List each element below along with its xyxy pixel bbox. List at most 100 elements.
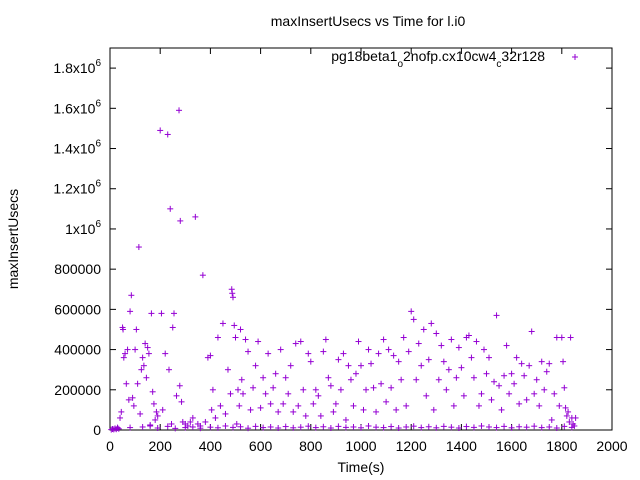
data-point xyxy=(168,420,175,427)
data-point xyxy=(516,423,523,430)
data-point xyxy=(224,366,231,373)
data-point xyxy=(120,354,127,361)
data-point xyxy=(149,388,156,395)
data-point xyxy=(165,366,172,373)
data-point xyxy=(139,354,146,361)
data-point xyxy=(363,386,370,393)
y-tick-label-base: 800000 xyxy=(54,261,101,277)
data-point xyxy=(508,370,515,377)
data-point xyxy=(282,423,289,430)
y-tick-label-base: 1.8x10 xyxy=(53,60,95,76)
data-point xyxy=(135,244,142,251)
data-point xyxy=(332,400,339,407)
data-point xyxy=(285,390,292,397)
data-point xyxy=(558,334,565,341)
data-point xyxy=(405,348,412,355)
data-point xyxy=(169,324,176,331)
data-point xyxy=(327,382,334,389)
data-point xyxy=(292,340,299,347)
data-point xyxy=(176,107,183,114)
y-tick-label: 1.6x106 xyxy=(53,98,101,116)
x-tick-label: 800 xyxy=(299,438,323,454)
data-point xyxy=(145,350,152,357)
data-point xyxy=(242,336,249,343)
y-axis-label: maxInsertUsecs xyxy=(5,189,21,289)
legend-label: pg18beta1o2nofp.cx10cw4c32r128 xyxy=(331,48,545,70)
data-point xyxy=(189,414,196,421)
y-tick-label: 800000 xyxy=(54,261,101,277)
data-point xyxy=(129,394,136,401)
data-point xyxy=(340,350,347,357)
data-point xyxy=(403,423,410,430)
data-point xyxy=(458,364,465,371)
data-point xyxy=(287,362,294,369)
data-point xyxy=(282,374,289,381)
data-point xyxy=(526,362,533,369)
data-point xyxy=(415,340,422,347)
data-point xyxy=(455,424,462,431)
data-point xyxy=(360,406,367,413)
data-point xyxy=(435,376,442,383)
data-point xyxy=(393,406,400,413)
y-tick-label: 400000 xyxy=(54,342,101,358)
data-point xyxy=(237,423,244,430)
data-point xyxy=(124,346,131,353)
data-point xyxy=(153,408,160,415)
data-point xyxy=(556,402,563,409)
data-point xyxy=(460,392,467,399)
data-point xyxy=(214,424,221,431)
data-point xyxy=(538,424,545,431)
data-point xyxy=(345,362,352,369)
data-point xyxy=(114,424,121,431)
data-point xyxy=(380,336,387,343)
data-point xyxy=(144,344,151,351)
data-point xyxy=(177,217,184,224)
data-point xyxy=(262,390,269,397)
data-point xyxy=(352,370,359,377)
data-point xyxy=(123,380,130,387)
plot-border xyxy=(109,47,613,431)
data-point xyxy=(125,396,132,403)
data-point xyxy=(395,358,402,365)
data-point xyxy=(543,368,550,375)
data-point xyxy=(189,423,196,430)
y-tick-label-base: 600000 xyxy=(54,301,101,317)
data-point xyxy=(199,272,206,279)
data-point xyxy=(237,326,244,333)
data-point xyxy=(565,408,572,415)
y-tick-label: 200000 xyxy=(54,382,101,398)
data-point xyxy=(138,366,145,373)
data-point xyxy=(448,424,455,431)
data-point xyxy=(478,422,485,429)
data-point xyxy=(327,424,334,431)
data-point xyxy=(117,414,124,421)
data-point xyxy=(403,402,410,409)
y-tick-label: 600000 xyxy=(54,301,101,317)
data-point xyxy=(162,350,169,357)
data-point xyxy=(368,360,375,367)
data-point xyxy=(475,402,482,409)
data-point xyxy=(229,290,236,297)
data-point xyxy=(561,384,568,391)
data-point xyxy=(546,423,553,430)
data-point xyxy=(506,390,513,397)
data-point xyxy=(227,390,234,397)
data-point xyxy=(238,376,245,383)
data-point xyxy=(375,350,382,357)
data-point xyxy=(521,372,528,379)
data-point xyxy=(516,400,523,407)
data-point xyxy=(137,410,144,417)
data-point xyxy=(120,326,127,333)
data-point xyxy=(320,348,327,355)
data-point xyxy=(115,425,122,432)
data-point xyxy=(430,406,437,413)
data-point xyxy=(305,350,312,357)
data-point xyxy=(408,308,415,315)
data-point xyxy=(142,340,149,347)
data-point xyxy=(410,316,417,323)
data-point xyxy=(358,362,364,369)
data-point xyxy=(433,424,440,431)
data-point xyxy=(418,362,425,369)
data-point xyxy=(491,378,498,385)
